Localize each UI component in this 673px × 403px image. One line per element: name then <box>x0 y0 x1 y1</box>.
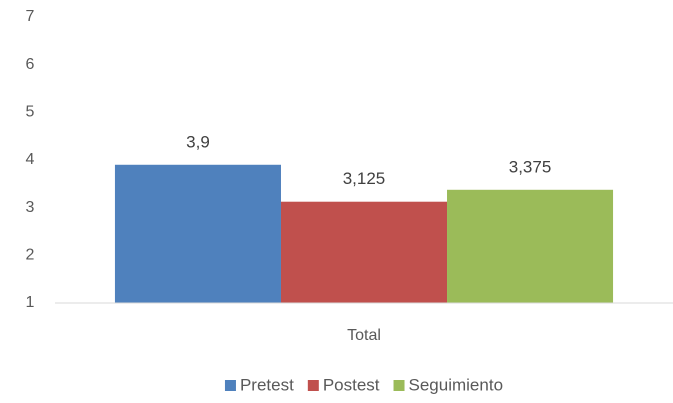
y-tick-label: 6 <box>26 56 35 73</box>
legend-label: Pretest <box>240 375 294 394</box>
y-tick-label: 1 <box>26 294 35 311</box>
x-tick-label: Total <box>347 327 381 344</box>
value-label: 3,375 <box>509 157 552 176</box>
y-tick-label: 2 <box>26 247 35 264</box>
bar <box>447 189 614 303</box>
bar <box>114 164 281 303</box>
legend-swatch <box>393 380 405 391</box>
y-tick-label: 7 <box>26 8 35 25</box>
y-tick-label: 3 <box>26 199 35 216</box>
legend-swatch <box>307 380 319 391</box>
legend-label: Postest <box>323 375 380 394</box>
y-tick-label: 4 <box>26 151 35 168</box>
value-label: 3,9 <box>186 132 210 151</box>
legend-swatch <box>224 380 236 391</box>
y-tick-label: 5 <box>26 104 35 121</box>
value-label: 3,125 <box>343 169 386 188</box>
legend-label: Seguimiento <box>409 375 504 394</box>
bar <box>280 201 448 303</box>
